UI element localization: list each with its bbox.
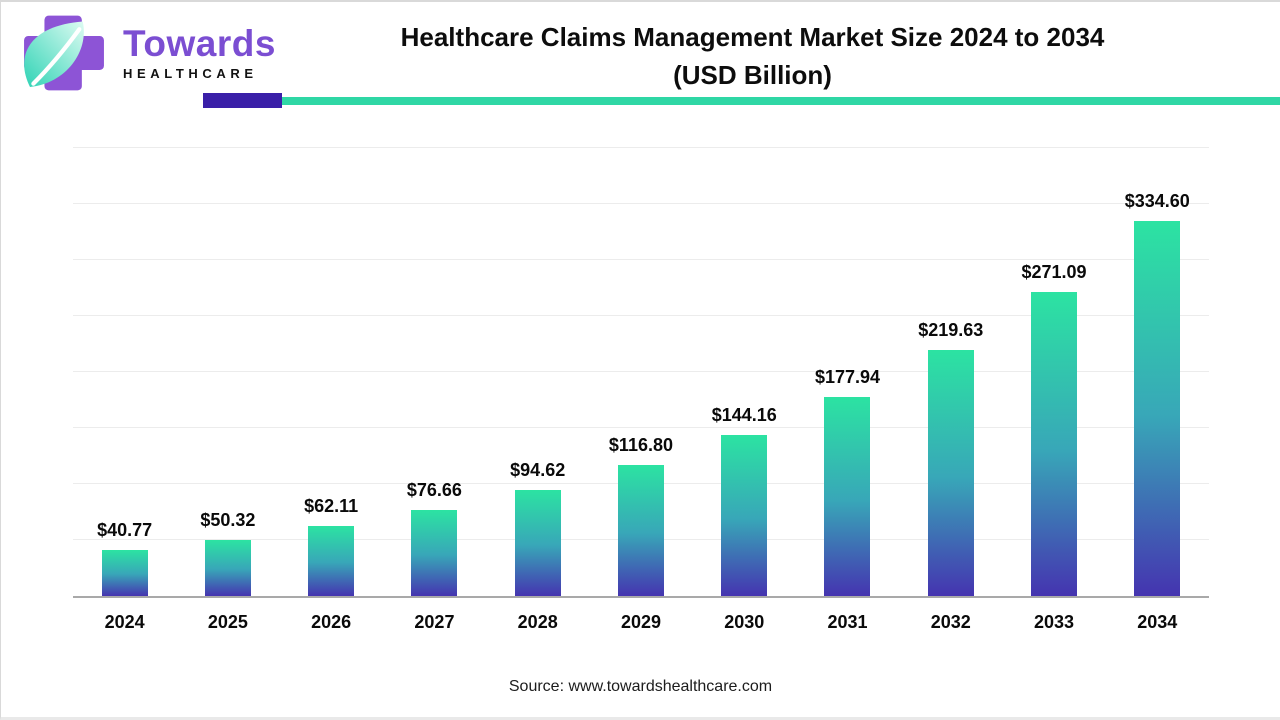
value-label-2032: $219.63 <box>918 320 984 341</box>
bar-2024 <box>101 550 148 596</box>
x-axis-label-2027: 2027 <box>414 612 455 632</box>
page-title: Healthcare Claims Management Market Size… <box>231 18 1274 94</box>
bar-slot-2025: $50.32 <box>176 148 279 596</box>
x-axis-labels: 2024 2025 2026 2027 2028 2029 2030 2031 2032 2033… <box>73 612 1209 633</box>
x-axis-label-2031: 2031 <box>827 612 868 632</box>
bar-slot-2030: $144.16 <box>693 148 796 596</box>
x-axis-label-2030: 2030 <box>724 612 765 632</box>
medical-cross-leaf-icon <box>24 15 104 91</box>
bar-slot-2031: $177.94 <box>796 148 899 596</box>
value-label-2031: $177.94 <box>814 366 881 387</box>
bar-2031 <box>824 396 871 596</box>
value-label-2030: $144.16 <box>711 404 777 425</box>
x-axis-label-2026: 2026 <box>311 612 352 632</box>
value-label-2033: $271.09 <box>1021 262 1087 283</box>
bar-chart-plot-area: $40.77 $50.32 $62.11 $76.66 $94.62 $116.80 $14… <box>73 147 1209 598</box>
x-axis-label-2033: 2033 <box>1034 612 1075 632</box>
bar-slot-2033: $271.09 <box>1002 148 1105 596</box>
bar-slot-2028: $94.62 <box>486 148 589 596</box>
bar-slot-2029: $116.80 <box>589 148 692 596</box>
bar-slot-2026: $62.11 <box>280 148 383 596</box>
gridline-150 <box>73 427 1209 428</box>
brand-subtitle: HEALTHCARE <box>123 66 258 81</box>
gridline-300 <box>73 259 1209 260</box>
brand-name: Towards <box>123 23 276 64</box>
x-axis-label-2028: 2028 <box>517 612 558 632</box>
source-text: Source: www.towardshealthcare.com <box>508 678 773 695</box>
value-label-2026: $62.11 <box>304 496 359 517</box>
bar-2033 <box>1031 292 1078 596</box>
value-label-2034: $334.60 <box>1124 191 1190 212</box>
value-label-2025: $50.32 <box>200 509 256 530</box>
title-underline-accent <box>203 93 282 108</box>
x-axis-label-2029: 2029 <box>620 612 661 632</box>
page-title-line1: Healthcare Claims Management Market Size… <box>400 22 1105 52</box>
brand-text: Towards HEALTHCARE <box>123 23 276 82</box>
value-label-2024: $40.77 <box>97 520 153 541</box>
page-title-line2: (USD Billion) <box>673 60 832 90</box>
value-label-2027: $76.66 <box>406 480 462 501</box>
gridline-350 <box>73 203 1209 204</box>
bar-2028 <box>514 490 561 596</box>
value-label-2029: $116.80 <box>608 435 673 456</box>
x-axis-label-2024: 2024 <box>104 612 145 632</box>
bar-2032 <box>927 350 974 596</box>
gridline-200 <box>73 371 1209 372</box>
gridline-250 <box>73 315 1209 316</box>
title-underline <box>282 97 1280 105</box>
value-label-2028: $94.62 <box>510 460 566 481</box>
bar-2034 <box>1134 221 1181 596</box>
bar-2027 <box>411 510 458 596</box>
x-axis-label-2025: 2025 <box>207 612 248 632</box>
x-axis-label-2034: 2034 <box>1137 612 1178 632</box>
gridline-400 <box>73 147 1209 148</box>
bar-2026 <box>308 526 355 596</box>
x-axis-label-2032: 2032 <box>930 612 971 632</box>
brand-logo: Towards HEALTHCARE <box>13 10 276 96</box>
bars-row: $40.77 $50.32 $62.11 $76.66 $94.62 $116.80 $14… <box>73 148 1209 596</box>
bar-slot-2024: $40.77 <box>73 148 176 596</box>
bar-slot-2027: $76.66 <box>383 148 486 596</box>
bar-2025 <box>204 539 251 596</box>
bar-2030 <box>721 434 768 596</box>
bar-slot-2032: $219.63 <box>899 148 1002 596</box>
bar-2029 <box>617 465 664 596</box>
bar-slot-2034: $334.60 <box>1106 148 1209 596</box>
